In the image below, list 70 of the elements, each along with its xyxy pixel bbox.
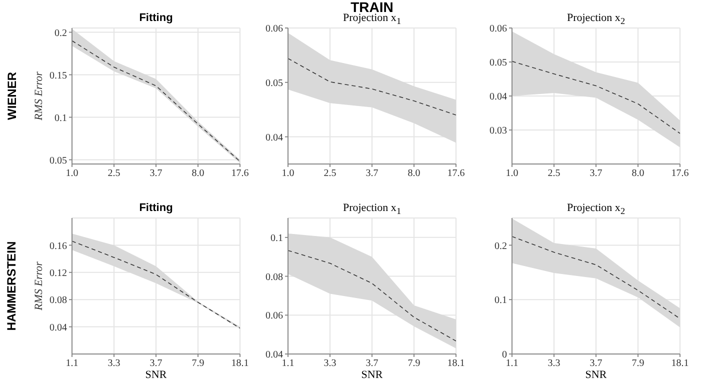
- y-tick-label: 0.1: [494, 295, 507, 306]
- y-tick-label: 0.05: [266, 78, 283, 89]
- y-tick-label: 0.08: [266, 272, 283, 283]
- y-tick-label: 0: [502, 350, 507, 361]
- x-axis-title: SNR: [144, 369, 168, 379]
- line-series: [512, 236, 680, 320]
- y-tick-label: 0.03: [490, 126, 507, 137]
- y-tick-label: 0.15: [50, 70, 67, 82]
- y-tick-label: 0.06: [266, 24, 283, 35]
- x-tick-label: 3.7: [366, 358, 378, 370]
- y-tick-label: 0.16: [50, 240, 67, 252]
- y-tick-label: 0.1: [270, 232, 283, 244]
- x-tick-label: 1.1: [66, 358, 78, 370]
- x-tick-label: 7.9: [408, 358, 420, 370]
- x-tick-label: 1.0: [506, 168, 518, 180]
- chart-title: Fitting: [138, 202, 174, 216]
- y-tick-label: 0.04: [266, 350, 283, 361]
- x-tick-label: 7.9: [192, 358, 204, 370]
- y-tick-label: 0.06: [266, 310, 283, 322]
- x-tick-label: 2.5: [108, 168, 120, 180]
- x-tick-label: 3.7: [366, 168, 378, 180]
- x-tick-label: 17.6: [231, 168, 249, 180]
- chart-title: Fitting: [138, 12, 174, 26]
- x-axis-title: SNR: [584, 369, 608, 379]
- text: HAMMERSTEIN: [5, 241, 19, 331]
- text: TRAIN: [350, 0, 394, 15]
- x-tick-label: 1.1: [506, 358, 518, 370]
- x-tick-label: 8.0: [408, 168, 420, 180]
- x-tick-label: 3.3: [108, 358, 120, 370]
- line-series: [288, 58, 456, 116]
- x-axis-title: SNR: [360, 369, 384, 379]
- x-tick-label: 8.0: [632, 168, 644, 180]
- chart-title: Projection x$_{2}$: [566, 202, 626, 217]
- x-tick-label: 3.7: [590, 358, 602, 370]
- chart-title: Projection x$_{1}$: [342, 12, 402, 27]
- x-tick-label: 17.6: [447, 168, 465, 180]
- y-tick-label: 0.04: [266, 132, 283, 144]
- y-tick-label: 0.1: [54, 112, 67, 124]
- y-tick-label: 0.08: [50, 295, 67, 306]
- y-tick-label: 0.04: [50, 322, 67, 334]
- x-tick-label: 17.6: [671, 168, 689, 180]
- x-tick-label: 18.1: [231, 358, 249, 370]
- x-tick-label: 18.1: [671, 358, 689, 370]
- y-tick-label: 0.06: [490, 24, 507, 35]
- y-tick-label: 0.2: [494, 240, 507, 252]
- x-tick-label: 1.1: [282, 358, 294, 370]
- x-tick-label: 3.7: [590, 168, 602, 180]
- x-tick-label: 18.1: [447, 358, 465, 370]
- x-tick-label: 3.3: [548, 358, 560, 370]
- y-tick-label: 0.2: [54, 28, 67, 39]
- x-tick-label: 3.7: [150, 358, 162, 370]
- y-tick-label: 0.05: [490, 58, 507, 69]
- line-series: [288, 250, 456, 342]
- chart-title: Projection x$_{1}$: [342, 202, 402, 217]
- y-tick-label: 0.12: [50, 268, 67, 279]
- x-tick-label: 7.9: [632, 358, 644, 370]
- x-tick-label: 3.7: [150, 168, 162, 180]
- x-tick-label: 3.3: [324, 358, 336, 370]
- x-tick-label: 8.0: [192, 168, 204, 180]
- x-tick-label: 1.0: [66, 168, 78, 180]
- y-tick-label: 0.04: [490, 92, 507, 103]
- y-axis-title: RMS Error: [32, 260, 45, 312]
- line-series: [512, 60, 680, 134]
- chart-title: Projection x$_{2}$: [566, 12, 626, 27]
- y-tick-label: 0.05: [50, 155, 67, 166]
- text: WIENER: [5, 72, 19, 120]
- x-tick-label: 2.5: [324, 168, 336, 180]
- y-axis-title: RMS Error: [32, 70, 45, 122]
- x-tick-label: 2.5: [548, 168, 560, 180]
- x-tick-label: 1.0: [282, 168, 294, 180]
